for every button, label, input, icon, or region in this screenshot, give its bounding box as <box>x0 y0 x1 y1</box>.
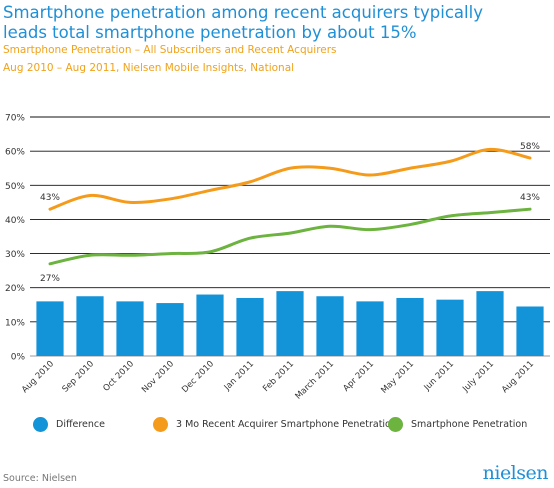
legend-label-total: Smartphone Penetration <box>411 419 528 430</box>
chart-subtitle: Smartphone Penetration – All Subscribers… <box>3 44 337 56</box>
bar-difference <box>236 297 264 356</box>
x-tick-label: Jun 2011 <box>422 359 456 393</box>
bar-difference <box>76 296 104 356</box>
y-tick-label: 0% <box>11 353 26 363</box>
x-tick-label: Feb 2011 <box>261 359 296 394</box>
x-tick-label: Dec 2010 <box>180 359 216 395</box>
legend-swatch-recent <box>153 417 168 432</box>
legend-item-recent: 3 Mo Recent Acquirer Smartphone Penetrat… <box>153 417 397 432</box>
data-label: 58% <box>520 142 540 152</box>
legend-swatch-difference <box>33 417 48 432</box>
nielsen-logo: nielsen <box>482 462 549 484</box>
bar-difference <box>276 291 304 356</box>
legend-label-recent: 3 Mo Recent Acquirer Smartphone Penetrat… <box>176 419 397 430</box>
x-tick-label: May 2011 <box>379 359 416 396</box>
y-tick-label: 60% <box>5 148 25 158</box>
bar-difference <box>436 299 464 356</box>
x-tick-label: March 2011 <box>294 359 337 402</box>
y-tick-label: 50% <box>5 182 25 192</box>
source-note: Source: Nielsen <box>3 473 77 484</box>
y-tick-label: 10% <box>5 318 25 328</box>
data-label: 43% <box>40 193 60 203</box>
bar-difference <box>516 306 544 356</box>
y-tick-label: 30% <box>5 250 25 260</box>
chart-plot: 0% 10% 20% 30% 40% 50% 60% 70% 43% 58% 27% 43% Aug 2… <box>5 114 550 402</box>
bar-difference <box>36 301 64 356</box>
x-tick-label: July 2011 <box>460 359 496 395</box>
legend-item-total: Smartphone Penetration <box>388 417 527 432</box>
x-tick-label: Jan 2011 <box>222 359 256 393</box>
bar-difference <box>476 291 504 356</box>
y-tick-label: 70% <box>5 114 25 124</box>
y-tick-label: 40% <box>5 216 25 226</box>
bar-difference <box>116 301 144 356</box>
legend-item-difference: Difference <box>33 417 105 432</box>
line-recent-acquirer <box>48 147 532 211</box>
bar-difference <box>316 296 344 356</box>
data-label: 43% <box>520 193 540 203</box>
chart-subtitle-date: Aug 2010 – Aug 2011, Nielsen Mobile Insi… <box>3 62 295 74</box>
bar-difference <box>356 301 384 356</box>
x-tick-label: Aug 2010 <box>20 359 56 395</box>
x-tick-label: Apr 2011 <box>341 359 376 394</box>
y-tick-label: 20% <box>5 284 25 294</box>
x-tick-label: Nov 2010 <box>140 359 176 395</box>
bar-difference <box>396 297 424 356</box>
chart-title: Smartphone penetration among recent acqu… <box>3 3 483 42</box>
bar-difference <box>156 303 184 356</box>
data-label: 27% <box>40 274 60 284</box>
line-smartphone-penetration <box>48 207 532 266</box>
legend-label-difference: Difference <box>56 419 105 430</box>
bar-difference <box>196 294 224 356</box>
x-tick-label: Oct 2010 <box>101 359 136 394</box>
x-tick-label: Sep 2010 <box>61 359 97 395</box>
legend-swatch-total <box>388 417 403 432</box>
x-tick-label: Aug 2011 <box>500 359 536 395</box>
